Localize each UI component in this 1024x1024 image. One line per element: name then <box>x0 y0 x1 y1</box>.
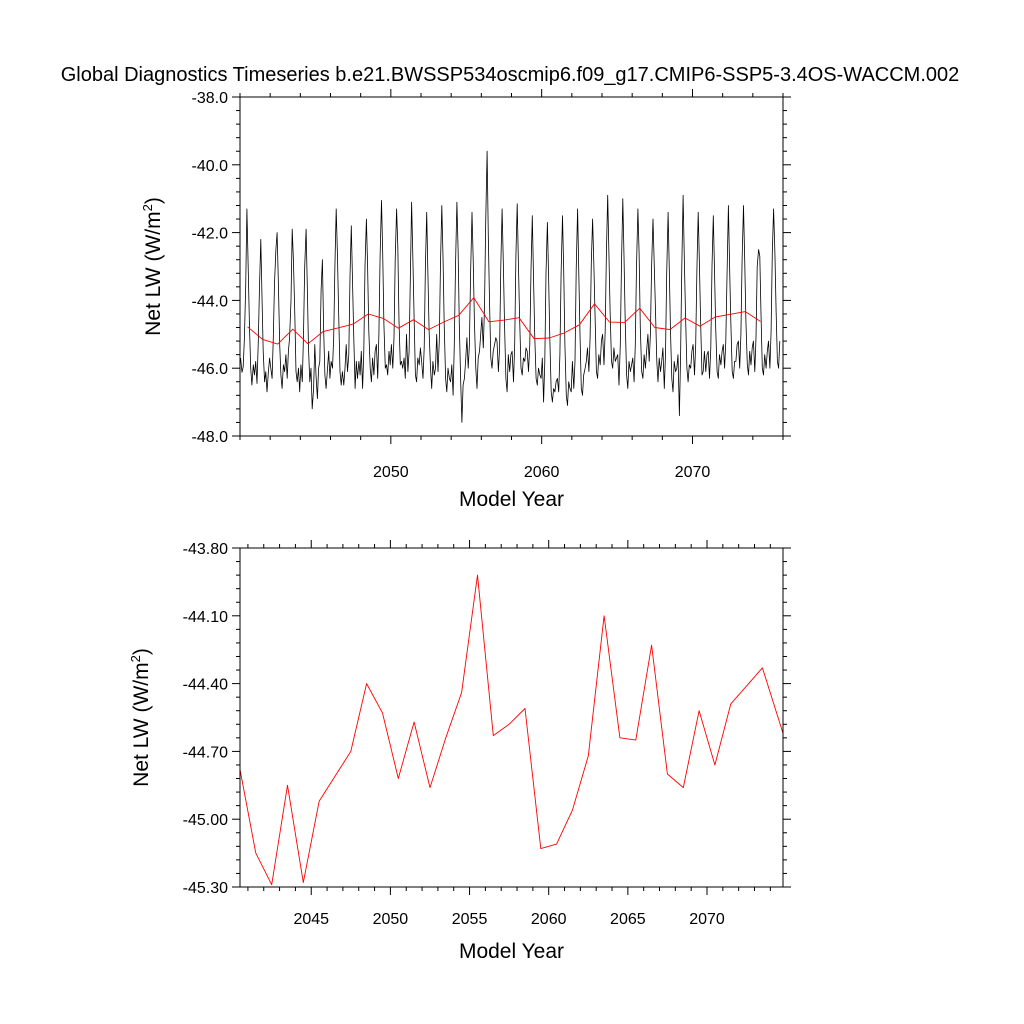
x-tick-label: 2050 <box>373 911 409 928</box>
bottom-panel-y-axis-label: Net LW (W/m2) <box>128 648 153 787</box>
annual-series-line <box>239 574 784 886</box>
top-panel-y-axis-label: Net LW (W/m2) <box>140 197 165 336</box>
bottom-panel-tick-labels: -45.30 -45.00 -44.70 -44.40 -44.10 -43.80 2045… <box>183 541 725 928</box>
top-panel: -48.0 -46.0 -44.0 -42.0 -40.0 -38.0 2050 2060 20… <box>140 89 791 511</box>
annual-series-line <box>247 297 761 345</box>
x-tick-label: 2060 <box>531 911 567 928</box>
bottom-panel-ticks <box>232 540 791 895</box>
y-tick-label: -38.0 <box>192 90 229 107</box>
x-tick-label: 2070 <box>675 464 711 481</box>
x-tick-label: 2065 <box>610 911 646 928</box>
top-panel-plot-frame <box>239 96 784 437</box>
y-tick-label: -48.0 <box>192 429 229 446</box>
monthly-series-line <box>240 150 781 423</box>
top-panel-ticks <box>232 89 791 444</box>
bottom-panel-series <box>239 574 784 886</box>
y-tick-label: -44.40 <box>183 677 228 694</box>
chart-title: Global Diagnostics Timeseries b.e21.BWSS… <box>61 64 960 86</box>
bottom-panel-x-axis-label: Model Year <box>459 940 564 963</box>
y-tick-label: -44.70 <box>183 744 228 761</box>
top-panel-series <box>240 150 781 423</box>
top-panel-x-axis-label: Model Year <box>459 488 564 511</box>
bottom-panel: -45.30 -45.00 -44.70 -44.40 -44.10 -43.80 2045… <box>128 540 791 963</box>
y-tick-label: -45.00 <box>183 812 228 829</box>
x-tick-label: 2060 <box>524 464 560 481</box>
y-tick-label: -45.30 <box>183 880 228 897</box>
bottom-panel-plot-frame <box>239 547 784 888</box>
y-tick-label: -44.10 <box>183 609 228 626</box>
y-tick-label: -43.80 <box>183 541 228 558</box>
y-tick-label: -40.0 <box>192 158 229 175</box>
y-tick-label: -42.0 <box>192 226 229 243</box>
x-tick-label: 2045 <box>293 911 329 928</box>
y-tick-label: -44.0 <box>192 293 229 310</box>
y-tick-label: -46.0 <box>192 361 229 378</box>
x-tick-label: 2055 <box>452 911 488 928</box>
x-tick-label: 2050 <box>373 464 409 481</box>
x-tick-label: 2070 <box>689 911 725 928</box>
top-panel-tick-labels: -48.0 -46.0 -44.0 -42.0 -40.0 -38.0 2050 2060 20… <box>192 90 711 481</box>
